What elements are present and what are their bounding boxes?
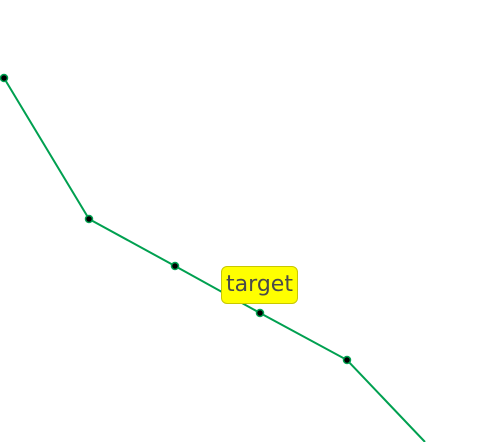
series-line bbox=[3, 77, 426, 442]
series-point-2 bbox=[84, 214, 94, 224]
target-tooltip-label: target bbox=[226, 272, 293, 297]
series-point-1 bbox=[0, 73, 9, 83]
series-point-3 bbox=[170, 261, 180, 271]
series-markers bbox=[0, 73, 352, 365]
target-tooltip: target bbox=[221, 266, 298, 304]
series-point-4 bbox=[255, 308, 265, 318]
series-point-5 bbox=[342, 355, 352, 365]
